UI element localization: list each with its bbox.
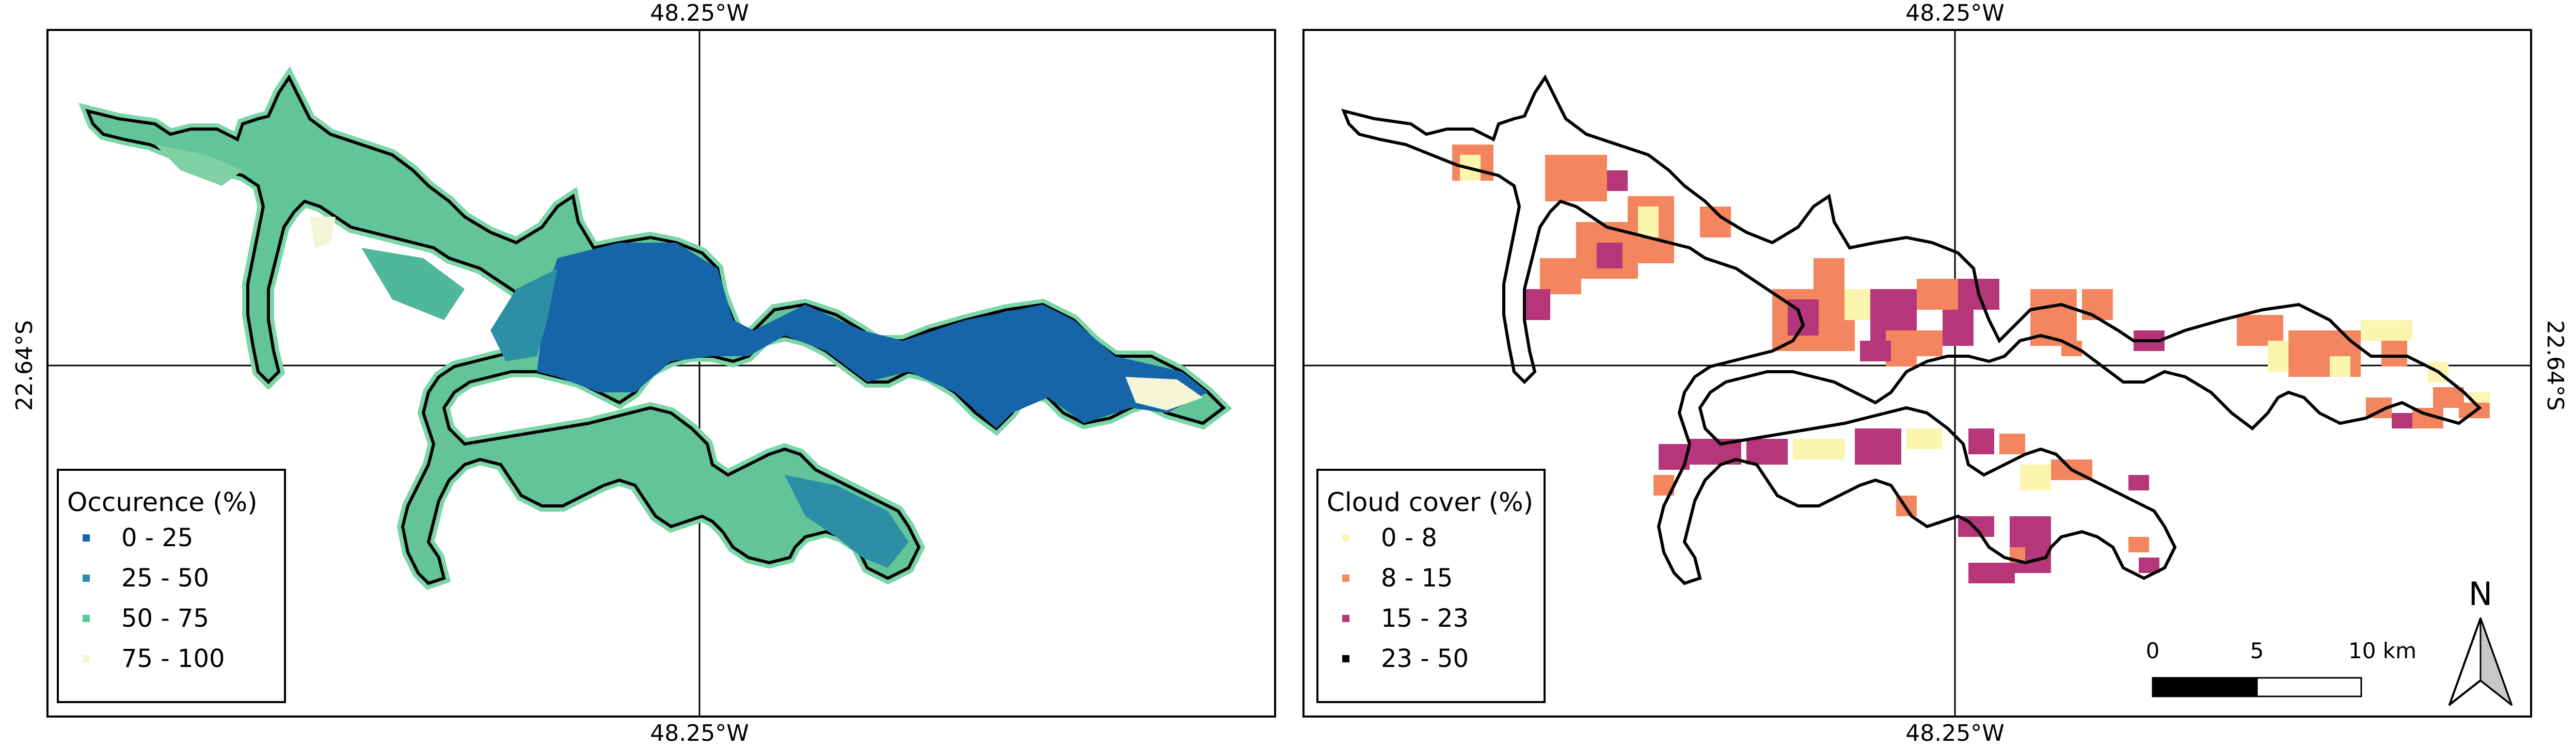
scale-bar: 0 5 10 km: [2146, 638, 2416, 697]
scale-label-0: 0: [2146, 638, 2160, 663]
legend-swatch-3: [1342, 655, 1349, 662]
north-arrow: N: [2448, 575, 2513, 706]
reservoir-occurrence-raster: [88, 77, 1223, 583]
coord-label-top: 48.25°W: [1905, 0, 2004, 26]
scale-label-5: 5: [2250, 638, 2264, 663]
scale-segment-white: [2256, 677, 2362, 697]
legend-item-label: 25 - 50: [121, 564, 209, 593]
legend-item-label: 23 - 50: [1381, 644, 1469, 673]
cloud-cover-legend: Cloud cover (%) 0 - 8 8 - 15 15 - 23 23 …: [1316, 469, 1546, 703]
legend-swatch-2: [1342, 615, 1349, 622]
legend-title: Occurence (%): [67, 487, 258, 517]
legend-title: Cloud cover (%): [1327, 487, 1533, 517]
legend-swatch-3: [83, 655, 90, 662]
coord-label-right: 22.64°S: [2542, 320, 2568, 411]
legend-item-label: 8 - 15: [1381, 564, 1453, 593]
legend-box: [1316, 469, 1546, 703]
scale-segment-black: [2152, 677, 2258, 697]
cloud-cover-patches: [1452, 145, 2490, 583]
legend-swatch-0: [1342, 534, 1349, 542]
reservoir-cloud-cover-raster: [1344, 77, 2490, 583]
legend-item-label: 75 - 100: [121, 644, 225, 673]
scale-label-10km: 10 km: [2348, 638, 2416, 663]
map-frame: [46, 29, 1276, 718]
occurrence-map-panel: 48.25°W 48.25°W 22.64°S Occurence (%) 0 …: [11, 0, 1276, 746]
north-arrow-shade: [2479, 617, 2513, 706]
coord-label-bottom: 48.25°W: [1905, 720, 2004, 746]
legend-box: [57, 469, 286, 703]
coord-label-left: 22.64°S: [11, 320, 38, 411]
coord-label-top: 48.25°W: [650, 0, 749, 26]
coord-label-bottom: 48.25°W: [650, 720, 749, 746]
cloud-cover-map-panel: 48.25°W 48.25°W 22.64°S Cloud cover (%) …: [1302, 0, 2568, 746]
legend-swatch-2: [83, 615, 90, 622]
north-label: N: [2469, 575, 2492, 613]
occurrence-legend: Occurence (%) 0 - 25 25 - 50 50 - 75 75 …: [57, 469, 286, 703]
legend-item-label: 50 - 75: [121, 604, 209, 633]
legend-item-label: 0 - 8: [1381, 523, 1437, 552]
legend-item-label: 0 - 25: [121, 523, 193, 552]
legend-item-label: 15 - 23: [1381, 604, 1469, 633]
legend-swatch-1: [1342, 575, 1349, 582]
legend-swatch-0: [83, 534, 90, 542]
map-frame: [1302, 29, 2532, 718]
legend-swatch-1: [83, 575, 90, 582]
